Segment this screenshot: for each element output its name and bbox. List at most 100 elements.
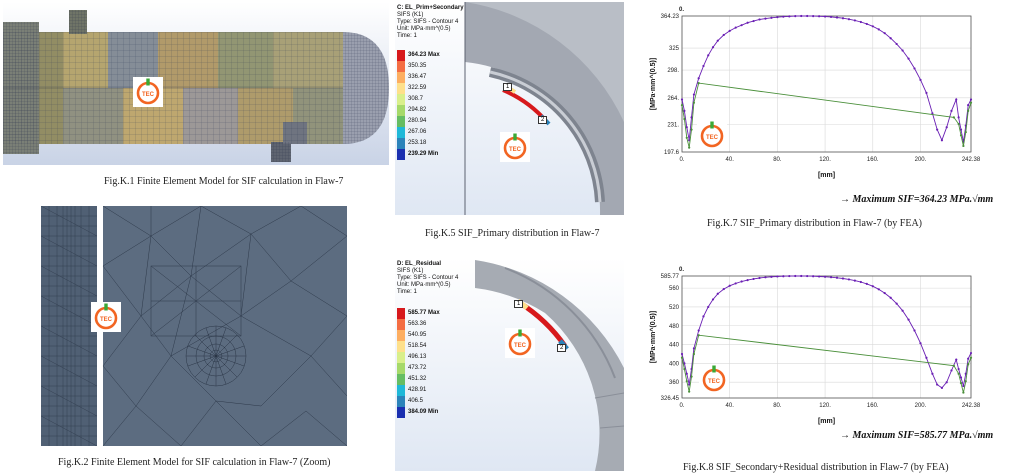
data-point bbox=[800, 14, 803, 18]
data-point bbox=[847, 278, 851, 281]
data-point bbox=[692, 93, 696, 96]
data-point bbox=[711, 298, 715, 301]
legend-label: 253.18 bbox=[408, 140, 427, 146]
y-tick-label: 197.6 bbox=[664, 150, 680, 156]
tec-logo-text: TEC bbox=[100, 317, 113, 323]
data-point bbox=[740, 280, 743, 283]
data-point bbox=[688, 383, 691, 386]
data-point bbox=[752, 277, 755, 281]
data-point bbox=[967, 363, 970, 366]
data-point bbox=[711, 46, 715, 49]
data-point bbox=[901, 309, 904, 312]
y-tick-label: 480 bbox=[669, 324, 680, 330]
data-point bbox=[962, 384, 965, 388]
data-point bbox=[950, 109, 953, 112]
data-point bbox=[728, 29, 731, 32]
data-point bbox=[818, 15, 821, 18]
data-point bbox=[680, 104, 684, 107]
contour-header: C: EL_Prim+Secondary SIFS (K1) Type: SIF… bbox=[397, 5, 464, 39]
data-point bbox=[925, 356, 928, 359]
crack-marker-1: 1 bbox=[514, 300, 524, 308]
sif-primary-chart-panel: 197.6 231. 264. 298. 325 364.23 0. 40. 80. 120. 16… bbox=[637, 2, 1013, 185]
data-point bbox=[907, 318, 910, 321]
data-point bbox=[782, 15, 785, 18]
legend-label: 473.72 bbox=[408, 365, 427, 371]
data-point bbox=[788, 274, 791, 278]
data-point bbox=[945, 126, 948, 129]
x-tick-label: 80. bbox=[773, 403, 782, 409]
data-point bbox=[969, 351, 973, 355]
y-tick-label: 264. bbox=[667, 96, 679, 102]
data-point bbox=[936, 383, 939, 386]
legend-label: 563.36 bbox=[408, 321, 427, 327]
sif-residual-contour-image: D: EL_Residual SIFS (K1) Type: SIFS - Co… bbox=[395, 258, 624, 471]
data-point bbox=[936, 128, 939, 131]
data-point bbox=[959, 382, 963, 385]
x-tick-label: 0. bbox=[679, 403, 684, 409]
legend-label: 322.59 bbox=[408, 85, 427, 91]
y-tick-label: 298. bbox=[667, 68, 679, 74]
tec-logo-text: TEC bbox=[142, 92, 155, 98]
data-point bbox=[964, 372, 967, 375]
data-point bbox=[925, 91, 928, 95]
tec-logo-text: TEC bbox=[706, 135, 719, 141]
data-point bbox=[702, 315, 705, 318]
data-point bbox=[959, 134, 963, 137]
series-line bbox=[681, 15, 972, 142]
data-point bbox=[740, 24, 743, 27]
legend-swatch bbox=[397, 116, 405, 127]
legend-label: 350.35 bbox=[408, 63, 427, 69]
series-line bbox=[681, 82, 972, 148]
legend-swatch bbox=[397, 341, 405, 352]
data-point bbox=[685, 372, 688, 375]
data-point bbox=[871, 25, 874, 28]
tec-logo: TEC bbox=[91, 302, 121, 332]
data-point bbox=[707, 54, 710, 57]
data-point bbox=[871, 285, 874, 288]
data-point bbox=[889, 37, 892, 40]
data-point bbox=[969, 98, 973, 101]
max-sif-residual-note: → Maximum SIF=585.77 MPa.√mm bbox=[840, 430, 994, 441]
legend-label: 496.13 bbox=[408, 354, 427, 360]
x-tick-label: 80. bbox=[773, 157, 782, 163]
legend-swatch bbox=[397, 319, 405, 330]
data-point bbox=[957, 367, 960, 371]
y-tick-label: 360 bbox=[669, 380, 680, 386]
legend-swatch bbox=[397, 105, 405, 116]
fe-model-vessel-image: TEC bbox=[3, 2, 389, 165]
data-point bbox=[680, 356, 684, 359]
data-point bbox=[967, 357, 970, 360]
data-point bbox=[865, 282, 868, 285]
y-tick-label: 560 bbox=[669, 286, 680, 292]
legend-label: 336.47 bbox=[408, 74, 427, 80]
data-point bbox=[800, 274, 803, 278]
tec-logo: TEC bbox=[133, 77, 163, 107]
legend-label: 308.7 bbox=[408, 96, 424, 102]
data-point bbox=[806, 274, 809, 278]
data-point bbox=[931, 112, 934, 115]
data-point bbox=[962, 391, 965, 394]
data-point bbox=[829, 15, 833, 19]
data-point bbox=[959, 376, 963, 379]
legend-swatch bbox=[397, 363, 405, 374]
data-point bbox=[913, 329, 916, 332]
data-point bbox=[697, 82, 700, 85]
data-point bbox=[685, 126, 688, 129]
data-point bbox=[690, 375, 693, 378]
data-point bbox=[692, 101, 696, 104]
data-point bbox=[728, 284, 731, 287]
x-tick-label: 40. bbox=[726, 157, 735, 163]
fe-model-zoom-image: TEC bbox=[41, 206, 347, 446]
y-tick-label: 520 bbox=[669, 305, 680, 311]
sif-primary-ring-geometry bbox=[464, 2, 624, 215]
data-point bbox=[967, 109, 970, 112]
legend-swatch bbox=[397, 385, 405, 396]
series-line bbox=[681, 275, 972, 389]
data-point bbox=[697, 77, 700, 80]
data-point bbox=[722, 33, 725, 37]
data-point bbox=[877, 28, 880, 31]
y-axis-label: [MPa·mm^(0.5)] bbox=[649, 311, 657, 363]
data-point bbox=[883, 32, 886, 35]
max-sif-primary-note: → Maximum SIF=364.23 MPa.√mm bbox=[840, 194, 994, 205]
data-point bbox=[716, 292, 719, 295]
